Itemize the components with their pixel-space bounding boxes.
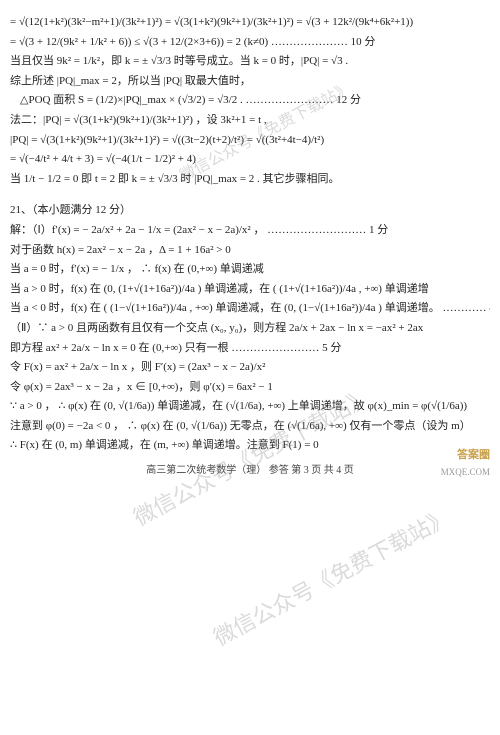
solution-line-5: 当 a < 0 时，f(x) 在 ( (1−√(1+16a²))/4a , +∞… bbox=[10, 300, 490, 318]
page-footer: 高三第二次统考数学（理） 参答 第 3 页 共 4 页 bbox=[10, 463, 490, 479]
solution-line-12: ∴ F(x) 在 (0, m) 单调递减，在 (m, +∞) 单调递增。注意到 … bbox=[10, 437, 490, 455]
solution-line-4: 当 a > 0 时，f(x) 在 (0, (1+√(1+16a²))/4a ) … bbox=[10, 281, 490, 299]
equation-1b: = √(3 + 12/(9k² + 1/k² + 6)) ≤ √(3 + 12/… bbox=[10, 34, 490, 52]
text-line-5: 法二：|PQ| = √(3(1+k²)(9k²+1)/(3k²+1)²) ，设 … bbox=[10, 112, 490, 130]
site-url: MXQE.COM bbox=[441, 465, 490, 479]
text-line-4: △POQ 面积 S = (1/2)×|PQ|_max × (√3/2) = √3… bbox=[10, 92, 490, 110]
solution-line-7: 即方程 ax² + 2a/x − ln x = 0 在 (0,+∞) 只有一根 … bbox=[10, 340, 490, 358]
question-21-heading: 21、（本小题满分 12 分） bbox=[10, 202, 490, 220]
text-line-6: |PQ| = √(3(1+k²)(9k²+1)/(3k²+1)²) = √((3… bbox=[10, 132, 490, 150]
text-line-3: 综上所述 |PQ|_max = 2，所以当 |PQ| 取最大值时， bbox=[10, 73, 490, 91]
equation-1a: = √(12(1+k²)(3k²−m²+1)/(3k²+1)²) = √(3(1… bbox=[10, 14, 490, 32]
site-logo: 答案圈 bbox=[457, 447, 490, 465]
solution-line-8: 令 F(x) = ax² + 2a/x − ln x ，则 F′(x) = (2… bbox=[10, 359, 490, 377]
text-line-2: 当且仅当 9k² = 1/k²，即 k = ± √3/3 时等号成立。当 k =… bbox=[10, 53, 490, 71]
solution-line-3: 当 a = 0 时，f′(x) = − 1/x ， ∴ f(x) 在 (0,+∞… bbox=[10, 261, 490, 279]
text-line-8: 当 1/t − 1/2 = 0 即 t = 2 即 k = ± √3/3 时 |… bbox=[10, 171, 490, 189]
solution-line-9: 令 φ(x) = 2ax³ − x − 2a ，x ∈ [0,+∞)，则 φ′(… bbox=[10, 379, 490, 397]
solution-line-11: 注意到 φ(0) = −2a < 0 ， ∴ φ(x) 在 (0, √(1/6a… bbox=[10, 418, 490, 436]
solution-line-1: 解：（Ⅰ）f′(x) = − 2a/x² + 2a − 1/x = (2ax² … bbox=[10, 222, 490, 240]
text-line-7: = √(−4/t² + 4/t + 3) = √(−4(1/t − 1/2)² … bbox=[10, 151, 490, 169]
solution-line-2: 对于函数 h(x) = 2ax² − x − 2a ，Δ = 1 + 16a² … bbox=[10, 242, 490, 260]
solution-line-6: （Ⅱ）∵ a > 0 且两函数有且仅有一个交点 (x₀, y₀)，则方程 2a/… bbox=[10, 320, 490, 338]
solution-line-10: ∵ a > 0 ， ∴ φ(x) 在 (0, √(1/6a)) 单调递减，在 (… bbox=[10, 398, 490, 416]
watermark-3: 微信公众号《免费下载站》 bbox=[207, 500, 457, 655]
